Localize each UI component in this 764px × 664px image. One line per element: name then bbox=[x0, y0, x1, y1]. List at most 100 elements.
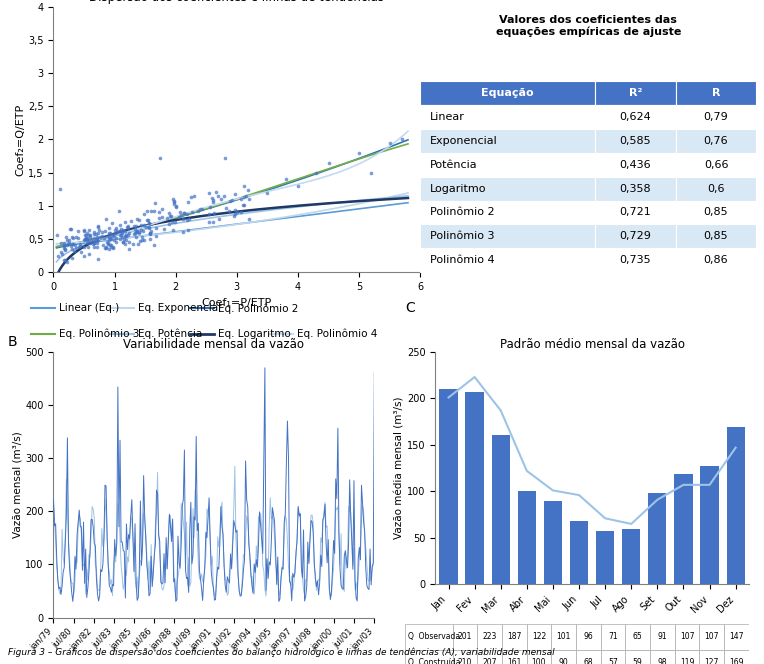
Point bbox=[144, 206, 157, 216]
Point bbox=[88, 238, 100, 248]
Text: Equação: Equação bbox=[481, 88, 534, 98]
Y-axis label: Vazão média mensal (m³/s): Vazão média mensal (m³/s) bbox=[394, 397, 404, 539]
Text: C: C bbox=[405, 301, 415, 315]
Point bbox=[238, 192, 250, 203]
Bar bbox=[478, 624, 502, 649]
Point bbox=[96, 226, 108, 237]
Point bbox=[121, 230, 133, 240]
Text: 119: 119 bbox=[680, 658, 694, 664]
Point bbox=[223, 205, 235, 216]
Point bbox=[131, 226, 143, 236]
Point bbox=[99, 243, 111, 254]
Point bbox=[78, 226, 90, 236]
Bar bbox=[595, 201, 675, 224]
Point bbox=[160, 212, 173, 223]
Point bbox=[292, 181, 304, 191]
Title: Variabilidade mensal da vazão: Variabilidade mensal da vazão bbox=[124, 338, 304, 351]
Point bbox=[182, 225, 194, 236]
Text: 201: 201 bbox=[458, 632, 472, 641]
Point bbox=[91, 234, 103, 244]
Text: 101: 101 bbox=[556, 632, 571, 641]
Point bbox=[89, 234, 102, 245]
Point bbox=[183, 213, 196, 224]
Point bbox=[115, 224, 127, 234]
Point bbox=[206, 197, 219, 207]
Point bbox=[138, 219, 151, 230]
Point bbox=[168, 196, 180, 207]
Point bbox=[58, 238, 70, 248]
Point bbox=[167, 194, 180, 205]
Text: 0,85: 0,85 bbox=[704, 231, 728, 242]
Text: 207: 207 bbox=[482, 658, 497, 664]
Point bbox=[204, 202, 216, 212]
Bar bbox=[420, 248, 595, 272]
Point bbox=[63, 224, 76, 234]
Point bbox=[80, 237, 92, 248]
Point bbox=[65, 240, 77, 251]
Point bbox=[101, 230, 113, 241]
Text: 0,86: 0,86 bbox=[704, 255, 728, 266]
Text: 96: 96 bbox=[584, 632, 593, 641]
Bar bbox=[595, 248, 675, 272]
Point bbox=[80, 232, 92, 243]
Point bbox=[396, 134, 408, 145]
Text: 100: 100 bbox=[532, 658, 546, 664]
Point bbox=[109, 222, 121, 233]
Text: Potência: Potência bbox=[430, 159, 478, 170]
Point bbox=[128, 228, 141, 239]
Point bbox=[144, 222, 156, 233]
Text: Eq. Potência: Eq. Potência bbox=[138, 329, 202, 339]
Point bbox=[98, 233, 110, 244]
Point bbox=[79, 234, 92, 244]
Text: Linear: Linear bbox=[430, 112, 465, 122]
Point bbox=[148, 206, 160, 216]
Point bbox=[144, 228, 156, 239]
Point bbox=[129, 224, 141, 234]
Point bbox=[70, 232, 82, 242]
Text: 0,585: 0,585 bbox=[620, 135, 651, 146]
Point bbox=[207, 216, 219, 227]
Point bbox=[151, 231, 163, 242]
Point bbox=[176, 210, 188, 220]
Point bbox=[92, 228, 105, 238]
Point bbox=[193, 204, 206, 214]
Y-axis label: Vazão mensal (m³/s): Vazão mensal (m³/s) bbox=[12, 432, 22, 538]
Point bbox=[153, 213, 165, 224]
Text: Eq. Exponencial: Eq. Exponencial bbox=[138, 303, 222, 313]
Point bbox=[61, 257, 73, 268]
Point bbox=[173, 207, 186, 218]
Point bbox=[55, 247, 67, 258]
Text: 0,721: 0,721 bbox=[620, 207, 651, 218]
Point bbox=[228, 205, 241, 215]
Point bbox=[134, 227, 146, 238]
Point bbox=[105, 240, 118, 251]
Point bbox=[92, 254, 104, 264]
Text: 0,729: 0,729 bbox=[620, 231, 651, 242]
Point bbox=[58, 240, 70, 250]
Point bbox=[73, 242, 86, 253]
Point bbox=[229, 209, 241, 220]
Bar bbox=[675, 224, 756, 248]
Point bbox=[88, 228, 100, 239]
Text: Eq. Polinômio 2: Eq. Polinômio 2 bbox=[218, 303, 298, 313]
Point bbox=[192, 205, 204, 216]
Point bbox=[91, 242, 103, 252]
Point bbox=[215, 194, 228, 205]
Bar bbox=[439, 389, 458, 584]
Point bbox=[196, 204, 208, 214]
Point bbox=[157, 212, 169, 222]
Point bbox=[99, 243, 112, 254]
Text: Q  Observada: Q Observada bbox=[409, 632, 461, 641]
Point bbox=[137, 226, 149, 236]
Point bbox=[310, 167, 322, 178]
Point bbox=[127, 238, 139, 249]
Point bbox=[88, 233, 100, 244]
Bar bbox=[675, 177, 756, 201]
Point bbox=[158, 224, 170, 234]
Text: Valores dos coeficientes das
equações empíricas de ajuste: Valores dos coeficientes das equações em… bbox=[496, 15, 681, 37]
Bar bbox=[699, 649, 724, 664]
Point bbox=[80, 227, 92, 238]
Point bbox=[153, 207, 165, 217]
Text: 65: 65 bbox=[633, 632, 643, 641]
Point bbox=[105, 242, 117, 252]
